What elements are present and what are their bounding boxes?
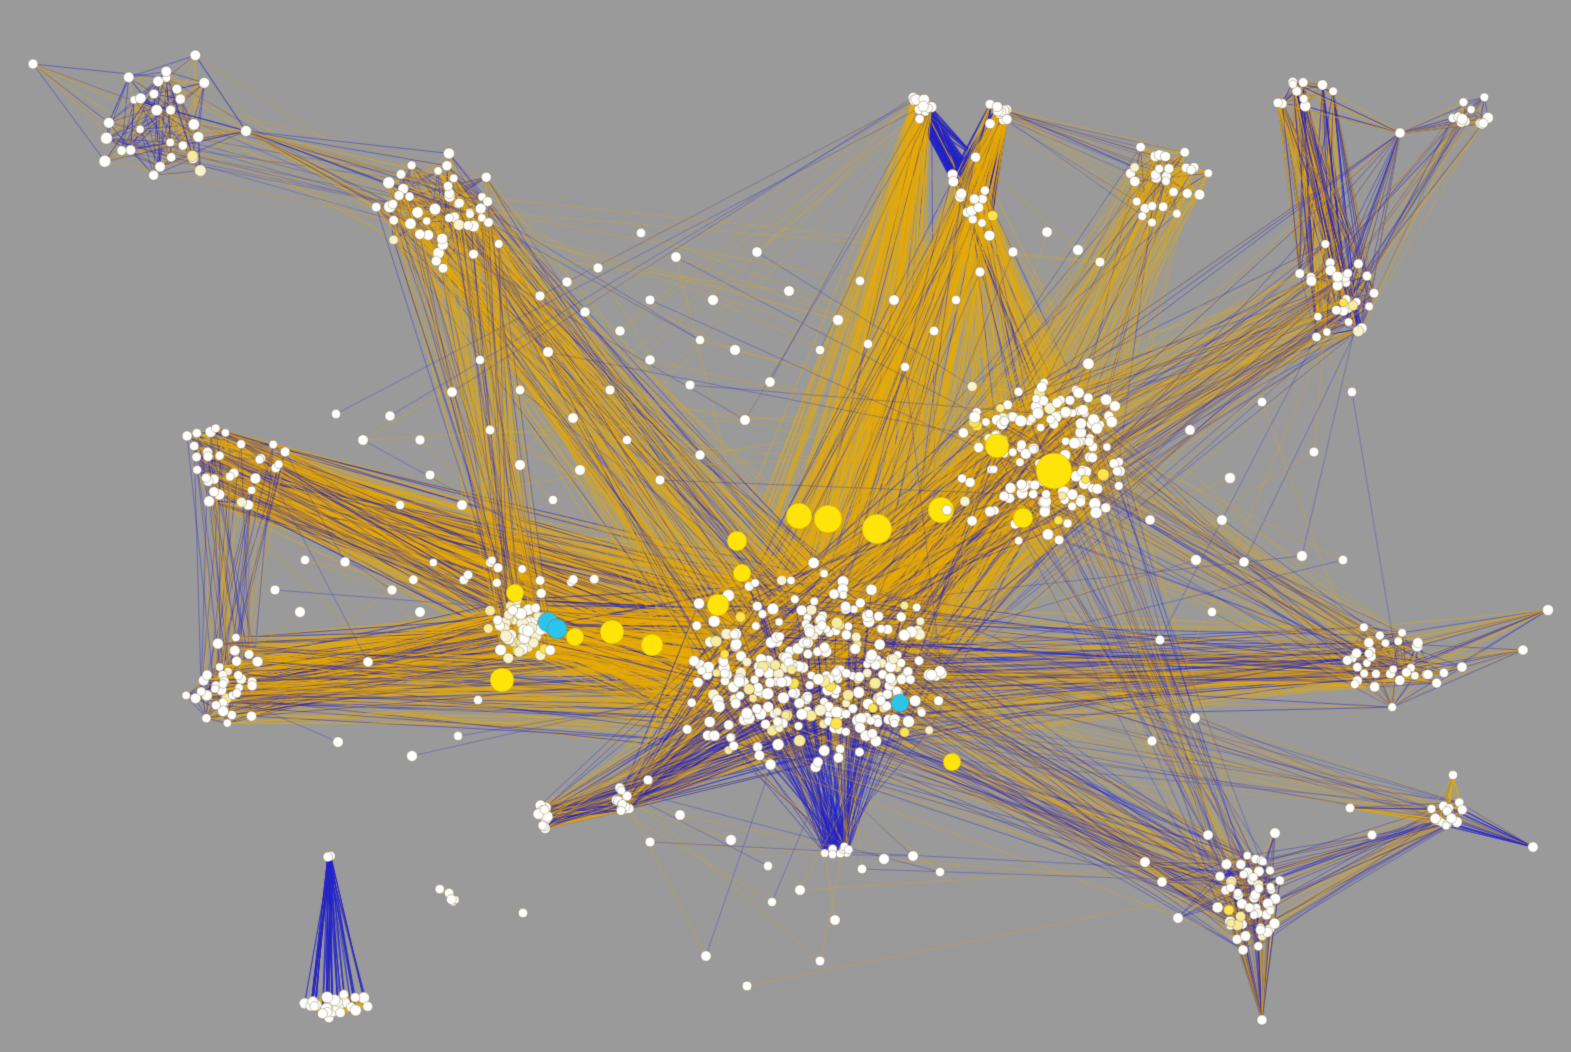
network-graph-viewport (0, 0, 1571, 1052)
network-graph-canvas[interactable] (0, 0, 1571, 1052)
